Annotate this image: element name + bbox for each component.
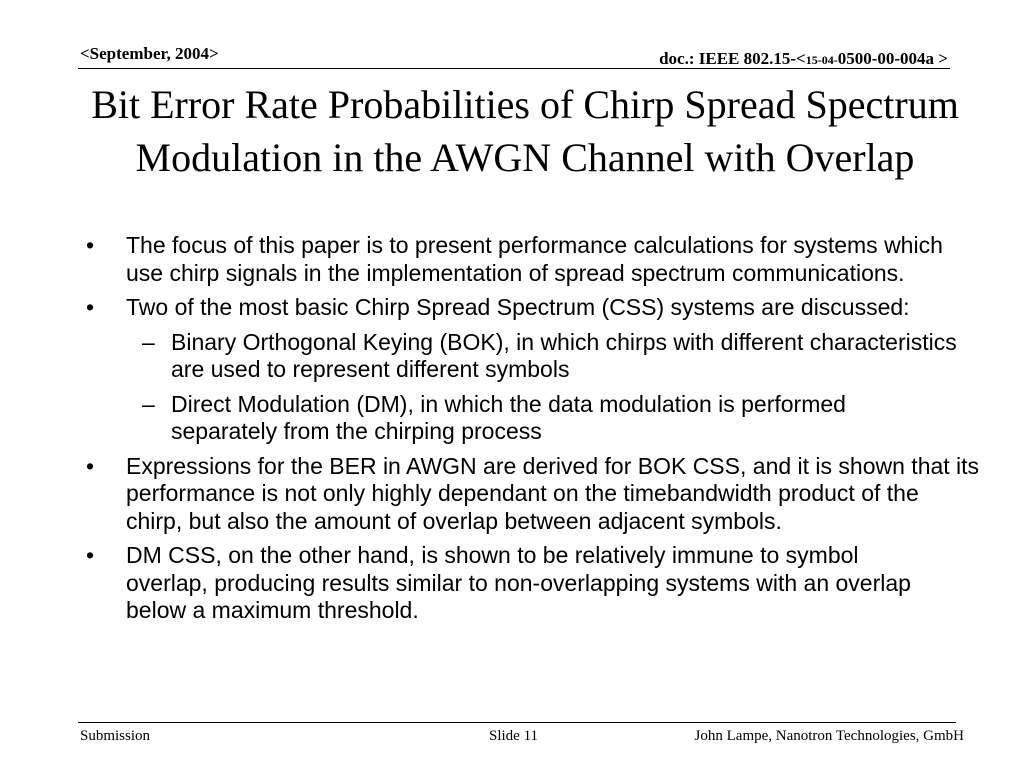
bullet-item: • DM CSS, on the other hand, is shown to… (86, 542, 986, 625)
header-divider (78, 68, 950, 69)
footer-slide-number: Slide 11 (489, 728, 539, 744)
bullet-item: • Two of the most basic Chirp Spread Spe… (86, 294, 986, 322)
header-doc-small: 15-04- (805, 53, 838, 67)
bullet-item: • Expressions for the BER in AWGN are de… (86, 453, 986, 536)
bullet-marker: • (86, 542, 95, 568)
sub-bullet-text: Binary Orthogonal Keying (BOK), in which… (171, 328, 957, 383)
footer-submission: Submission (80, 728, 151, 744)
bullet-text: Expressions for the BER in AWGN are deri… (126, 452, 980, 534)
slide-body: • The focus of this paper is to present … (86, 232, 986, 632)
sub-bullet-marker: – (142, 390, 155, 417)
sub-bullet-text: Direct Modulation (DM), in which the dat… (171, 390, 846, 445)
sub-bullet-marker: – (142, 328, 155, 355)
header-doc-prefix: doc.: IEEE 802.15-< (659, 49, 806, 68)
bullet-text: DM CSS, on the other hand, is shown to b… (126, 542, 911, 623)
footer-author: John Lampe, Nanotron Technologies, GmbH (694, 728, 964, 744)
footer-divider (78, 722, 956, 723)
bullet-marker: • (86, 452, 95, 479)
header-date: <September, 2004> (80, 44, 219, 63)
bullet-item: • The focus of this paper is to present … (86, 232, 986, 287)
bullet-text: The focus of this paper is to present pe… (126, 232, 943, 286)
bullet-marker: • (86, 294, 95, 320)
header-doc-suffix: 0500-00-004a > (837, 49, 948, 68)
sub-bullet-item: – Binary Orthogonal Keying (BOK), in whi… (86, 329, 986, 384)
header-doc-id: doc.: IEEE 802.15-<15-04-0500-00-004a > (659, 49, 948, 69)
bullet-marker: • (86, 232, 95, 258)
slide-title: Bit Error Rate Probabilities of Chirp Sp… (91, 82, 959, 180)
sub-bullet-item: – Direct Modulation (DM), in which the d… (86, 391, 986, 446)
bullet-text: Two of the most basic Chirp Spread Spect… (126, 294, 910, 320)
